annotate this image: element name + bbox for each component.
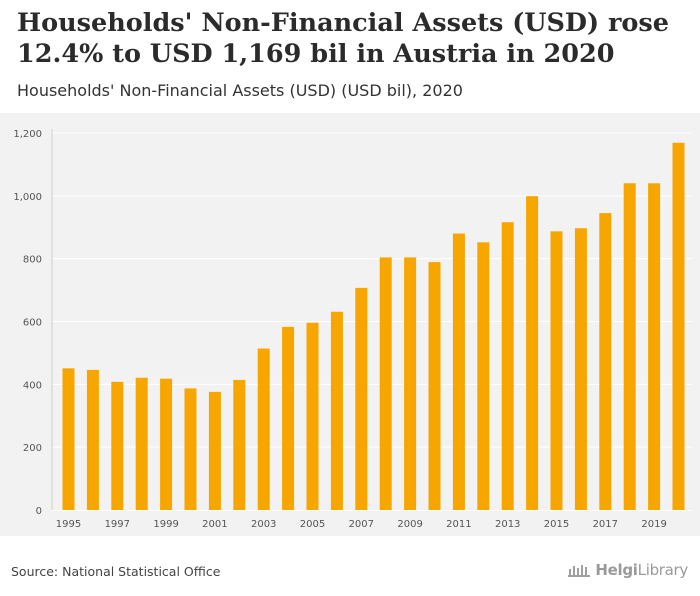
helgilibrary-logo[interactable]: HelgiLibrary (568, 561, 688, 579)
x-tick-label: 2019 (641, 519, 666, 530)
x-tick-label: 2005 (300, 519, 325, 530)
bar-2010[interactable] (428, 262, 441, 510)
bar-2012[interactable] (477, 242, 490, 510)
x-tick-label: 1997 (105, 519, 130, 530)
bar-chart: 0 200 400 600 800 1,000 1,200 1995 1997 1999 2001… (13, 129, 692, 530)
y-tick-label: 200 (23, 443, 42, 454)
x-tick-label: 2017 (593, 519, 618, 530)
x-tick-label: 2015 (544, 519, 569, 530)
bar-2000[interactable] (184, 388, 197, 510)
bar-2015[interactable] (550, 231, 563, 510)
axes (51, 129, 692, 511)
x-tick-label: 2001 (202, 519, 227, 530)
y-tick-labels: 0 200 400 600 800 1,000 1,200 (13, 129, 42, 517)
y-tick-label: 0 (36, 506, 42, 517)
x-tick-labels: 1995 1997 1999 2001 2003 2005 2007 2009 2011 2013… (56, 519, 667, 530)
chart-title: Households' Non-Financial Assets (USD) r… (17, 8, 669, 69)
chart-subtitle: Households' Non-Financial Assets (USD) (… (17, 81, 463, 100)
bar-2016[interactable] (574, 228, 587, 510)
bar-2004[interactable] (282, 326, 295, 510)
bar-1998[interactable] (135, 377, 148, 510)
bar-2011[interactable] (452, 233, 465, 510)
x-tick-label: 2003 (251, 519, 276, 530)
x-tick-label: 1995 (56, 519, 81, 530)
bar-2007[interactable] (355, 287, 368, 510)
bar-1997[interactable] (111, 381, 124, 510)
grid-lines (52, 132, 692, 448)
y-tick-label: 1,200 (13, 129, 42, 140)
bar-2017[interactable] (599, 213, 612, 511)
bar-1999[interactable] (160, 378, 173, 510)
source-note: Source: National Statistical Office (11, 564, 221, 579)
library-building-icon (568, 565, 591, 577)
bar-2014[interactable] (526, 196, 539, 510)
header: Households' Non-Financial Assets (USD) r… (0, 0, 700, 113)
bar-2013[interactable] (501, 222, 514, 510)
bar-2020[interactable] (672, 142, 685, 511)
bar-2001[interactable] (208, 391, 221, 510)
logo-text: HelgiLibrary (595, 561, 688, 579)
y-tick-label: 800 (23, 255, 42, 266)
y-tick-label: 400 (23, 380, 42, 391)
bars (62, 142, 685, 511)
y-tick-label: 1,000 (13, 192, 42, 203)
bar-2009[interactable] (404, 257, 417, 510)
bar-2002[interactable] (233, 379, 246, 510)
x-tick-label: 1999 (153, 519, 178, 530)
y-tick-label: 600 (23, 318, 42, 329)
bar-2006[interactable] (330, 311, 343, 510)
x-tick-label: 2013 (495, 519, 520, 530)
bar-1995[interactable] (62, 368, 75, 510)
bar-2005[interactable] (306, 322, 319, 510)
x-tick-label: 2011 (446, 519, 471, 530)
bar-2008[interactable] (379, 257, 392, 510)
bar-2019[interactable] (648, 183, 661, 510)
bar-2018[interactable] (623, 183, 636, 510)
x-tick-label: 2009 (397, 519, 422, 530)
bar-1996[interactable] (86, 369, 99, 510)
bar-2003[interactable] (257, 348, 270, 510)
x-tick-label: 2007 (349, 519, 374, 530)
